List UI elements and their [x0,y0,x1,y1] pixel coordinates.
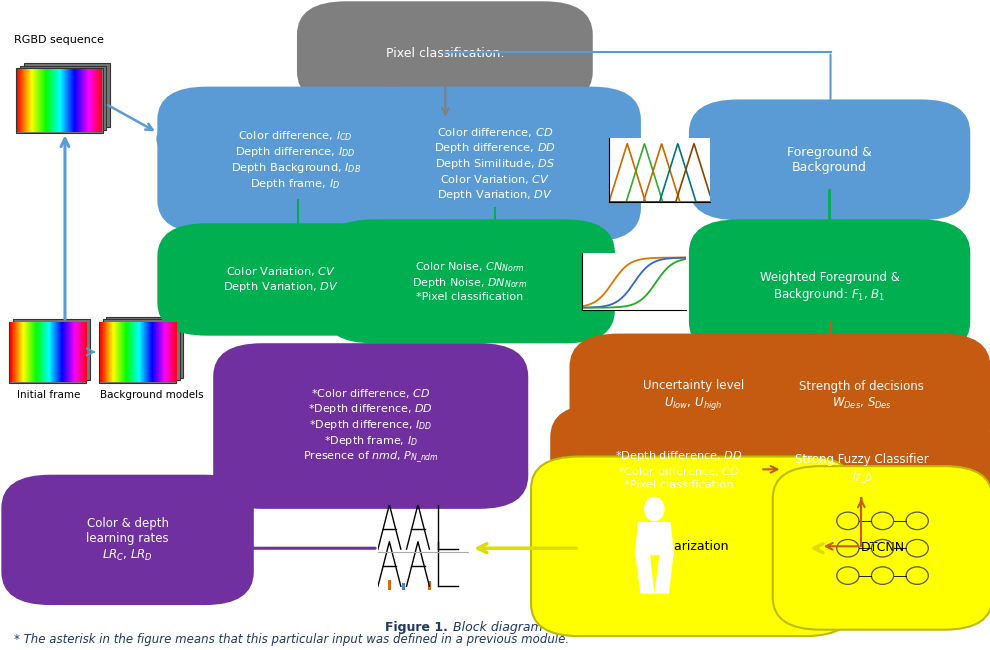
FancyBboxPatch shape [158,224,404,335]
FancyBboxPatch shape [298,3,592,104]
Text: $I_A$: $I_A$ [682,600,694,615]
FancyBboxPatch shape [106,317,183,378]
FancyBboxPatch shape [2,476,252,604]
FancyBboxPatch shape [325,220,614,343]
FancyBboxPatch shape [13,319,90,380]
Text: Color difference, $CD$
Depth difference, $DD$
Depth Similitude, $DS$
Color Varia: Color difference, $CD$ Depth difference,… [435,126,556,202]
FancyBboxPatch shape [735,405,989,534]
FancyBboxPatch shape [551,405,807,534]
Text: Figure 1.: Figure 1. [385,621,447,634]
Text: Uncertainty level
$U_{low}$, $U_{high}$: Uncertainty level $U_{low}$, $U_{high}$ [643,380,743,411]
FancyBboxPatch shape [214,344,528,508]
FancyBboxPatch shape [531,456,853,636]
Text: Binarization: Binarization [655,540,730,552]
Text: DTCNN: DTCNN [860,541,905,554]
FancyBboxPatch shape [351,88,640,240]
Text: *Depth difference, $DD$
*Color difference, $CD$
*Pixel classification: *Depth difference, $DD$ *Color differenc… [615,449,742,489]
Text: Background models: Background models [100,391,204,400]
Text: Weighted Foreground &
Background: $F_1$, $B_1$: Weighted Foreground & Background: $F_1$,… [759,271,900,304]
Text: Color Variation, $CV$
Depth Variation, $DV$: Color Variation, $CV$ Depth Variation, $… [223,265,340,294]
Text: *Color difference, $CD$
*Depth difference, $DD$
*Depth difference, $I_{DD}$
*Dep: *Color difference, $CD$ *Depth differenc… [303,387,439,465]
FancyBboxPatch shape [99,322,175,383]
FancyBboxPatch shape [158,88,433,232]
FancyBboxPatch shape [103,319,179,380]
Text: Foreground &
Background: Foreground & Background [787,146,872,174]
Text: Color difference, $I_{CD}$
Depth difference, $I_{DD}$
Depth Background, $I_{DB}$: Color difference, $I_{CD}$ Depth differe… [231,129,360,190]
Text: Initial frame: Initial frame [17,391,80,400]
FancyBboxPatch shape [690,220,969,354]
FancyBboxPatch shape [9,322,86,383]
FancyBboxPatch shape [570,335,816,456]
FancyBboxPatch shape [690,101,969,219]
Text: * The asterisk in the figure means that this particular input was defined in a p: * The asterisk in the figure means that … [14,633,569,646]
Text: Strong Fuzzy Classifier
$I_{F\_O}$: Strong Fuzzy Classifier $I_{F\_O}$ [795,454,929,486]
FancyBboxPatch shape [735,335,989,456]
Text: Strength of decisions
$W_{Des}$, $S_{Des}$: Strength of decisions $W_{Des}$, $S_{Des… [799,380,925,411]
Text: Pixel classification:: Pixel classification: [385,47,504,60]
FancyBboxPatch shape [20,66,106,130]
Text: RGBD sequence: RGBD sequence [14,34,104,45]
FancyBboxPatch shape [16,68,103,133]
FancyBboxPatch shape [24,63,110,127]
Text: Color Noise, $CN_{Norm}$
Depth Noise, $DN_{Norm}$
*Pixel classification: Color Noise, $CN_{Norm}$ Depth Noise, $D… [412,261,527,302]
Text: Block diagram of the FN-DTCNM model: Block diagram of the FN-DTCNM model [449,621,697,634]
Text: Color & depth
learning rates
$LR_C$, $LR_D$: Color & depth learning rates $LR_C$, $LR… [86,517,169,562]
FancyBboxPatch shape [773,466,990,630]
